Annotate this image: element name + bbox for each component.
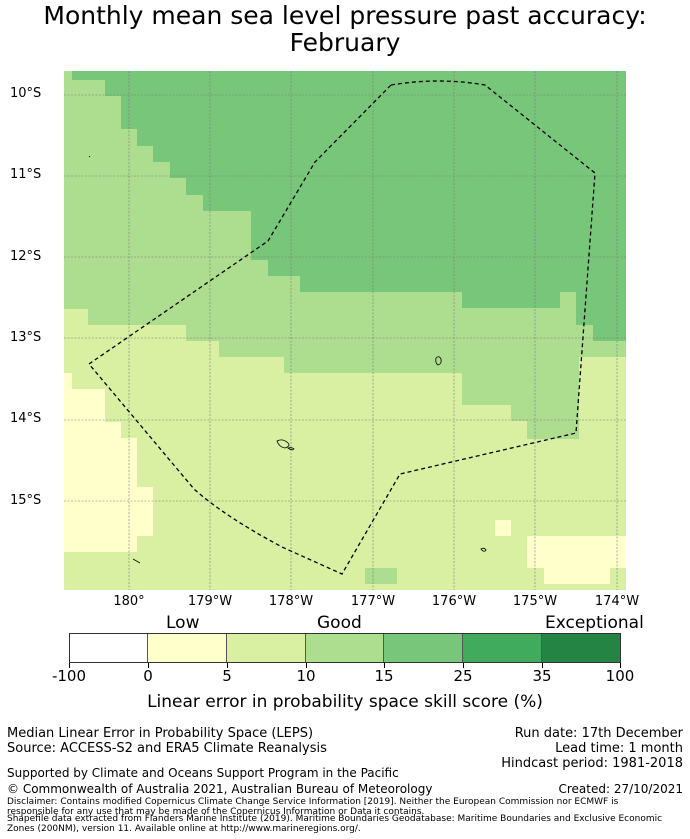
chart-title: Monthly mean sea level pressure past acc… [0,2,690,56]
colorbar-tick-label: 0 [143,667,153,685]
field-light-south [365,568,397,584]
colorbar-tick-label: 35 [532,667,552,685]
source-text: Source: ACCESS-S2 and ERA5 Climate Reana… [7,741,327,756]
field-low-east-b [544,568,610,584]
colorbar-tick [542,663,543,668]
islands [88,155,487,564]
lon-label-180: 180° [113,594,145,609]
colorbar-tick-label: 25 [453,667,473,685]
eez-boundary [88,80,596,575]
lead-time-text: Lead time: 1 month [555,741,683,756]
colorbar-segment [463,633,542,663]
disclaimer-line-2: responsible for any use that may be made… [7,807,425,817]
colorbar-tick [384,663,385,668]
colorbar-segment [384,633,463,663]
field-exceptional-dark [72,71,626,341]
colorbar-segment [69,633,148,663]
colorbar-tick [620,663,621,668]
colorbar-tick-label: 100 [605,667,635,685]
field-low-east-a [527,536,626,568]
lat-label-11s: 11°S [10,167,42,182]
lon-label-175w: 175°W [512,594,558,609]
category-exceptional: Exceptional [545,613,644,633]
colorbar-tick-label: 5 [222,667,232,685]
lat-label-10s: 10°S [10,86,42,101]
created-date-text: Created: 27/10/2021 [558,782,683,796]
colorbar-segment [306,633,384,663]
colorbar [69,633,621,663]
colorbar-tick [227,663,228,668]
field-low-west [64,373,153,552]
category-low: Low [166,613,200,633]
colorbar-tick-label: -100 [51,667,87,685]
hindcast-text: Hindcast period: 1981-2018 [501,756,683,771]
lat-label-13s: 13°S [10,330,42,345]
island-small-east [480,547,487,552]
lat-label-12s: 12°S [10,249,42,264]
title-line-1: Monthly mean sea level pressure past acc… [43,1,647,30]
disclaimer-line-4: Zones (200NM), version 11. Available onl… [7,824,361,834]
island-savaii [276,439,290,449]
colorbar-segment [542,633,621,663]
colorbar-tick [463,663,464,668]
field-low-small [495,520,511,536]
map-panel[interactable] [64,71,626,590]
disclaimer-line-3: Shapefile data extracted from Flanders M… [7,814,663,824]
run-date-text: Run date: 17th December [514,726,683,741]
title-line-2: February [289,28,401,57]
category-good: Good [317,613,362,633]
skill-score-map[interactable] [64,71,626,590]
colorbar-tick [148,663,149,668]
lat-label-15s: 15°S [10,493,42,508]
colorbar-segment [227,633,306,663]
colorbar-caption: Linear error in probability space skill … [147,692,543,712]
lat-label-14s: 14°S [10,411,42,426]
lon-label-178w: 178°W [268,594,314,609]
colorbar-tick-label: 10 [296,667,316,685]
support-text: Supported by Climate and Oceans Support … [7,766,399,780]
colorbar-tick [69,663,70,668]
lon-label-177w: 177°W [350,594,396,609]
copyright-text: © Commonwealth of Australia 2021, Austra… [7,782,433,796]
colorbar-segment [148,633,227,663]
colorbar-tick-label: 15 [374,667,394,685]
island-upolu [287,447,295,451]
island-southwest [132,558,141,564]
lon-label-179w: 179°W [187,594,233,609]
island-uvea [435,356,442,366]
method-text: Median Linear Error in Probability Space… [7,726,314,741]
lon-label-174w: 174°W [594,594,640,609]
lon-label-176w: 176°W [431,594,477,609]
colorbar-tick [306,663,307,668]
graticule [64,71,626,590]
disclaimer-line-1: Disclaimer: Contains modified Copernicus… [7,797,619,807]
island-northwest [88,155,91,158]
